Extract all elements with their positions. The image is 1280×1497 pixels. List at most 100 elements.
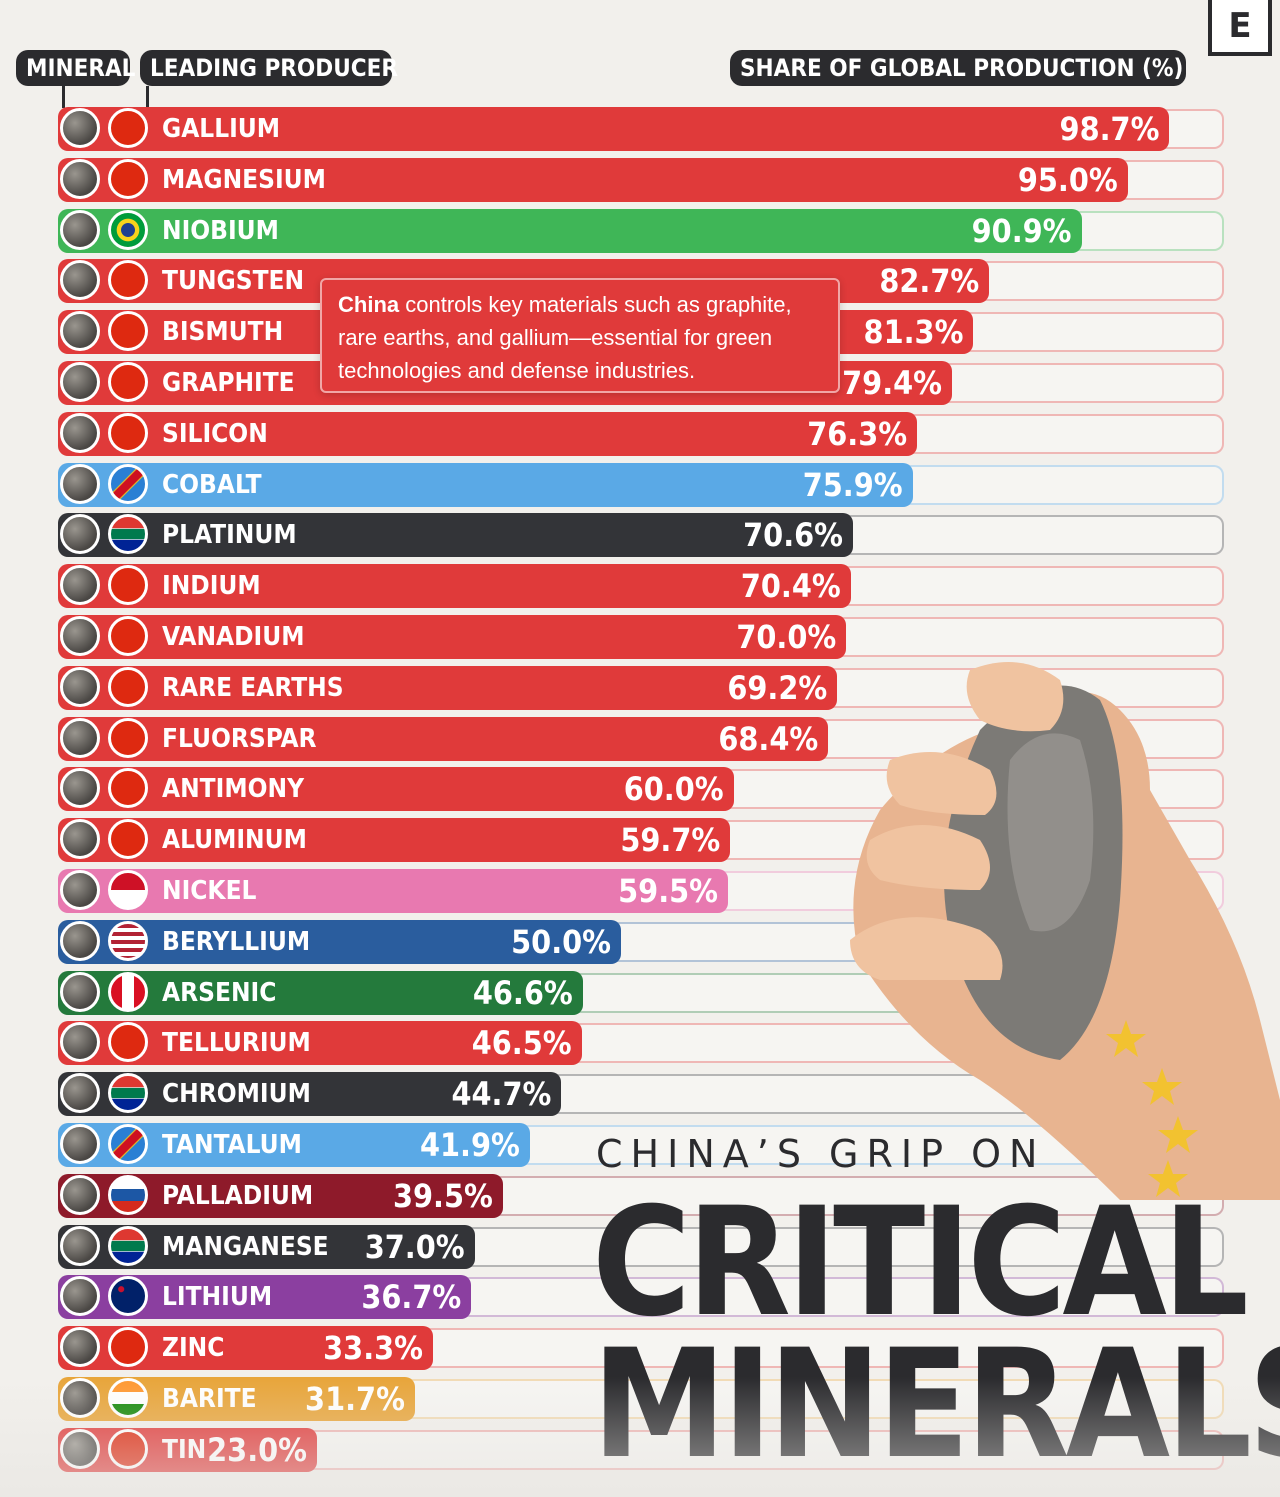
value-label: 95.0% (1017, 160, 1118, 199)
value-label: 90.9% (971, 211, 1072, 250)
bar (58, 462, 913, 507)
mineral-sample-icon (60, 1073, 100, 1114)
bar-row-silicon: SILICON 76.3% (0, 411, 1280, 457)
mineral-label: NICKEL (162, 876, 257, 906)
mineral-sample-icon (60, 1174, 100, 1215)
mineral-sample-icon (60, 870, 100, 910)
callout-text: controls key materials such as graphite,… (338, 292, 792, 383)
flag-china-icon (108, 362, 148, 402)
mineral-sample-icon (60, 1022, 100, 1063)
flag-usa-icon (108, 920, 148, 961)
mineral-sample-icon (60, 1124, 100, 1164)
flag-china-icon (108, 666, 148, 707)
mineral-sample-icon (60, 1276, 100, 1317)
bar-row-vanadium: VANADIUM 70.0% (0, 614, 1280, 660)
value-label: 81.3% (863, 313, 964, 352)
mineral-sample-icon (60, 158, 100, 199)
flag-china-icon (108, 616, 148, 656)
title-minerals: MINERALS (592, 1318, 1280, 1492)
flag-china-icon (108, 565, 148, 606)
flag-china-icon (108, 311, 148, 352)
bar-row-manganese: MANGANESE 37.0% (0, 1224, 1280, 1270)
flag-china-icon (108, 768, 148, 809)
value-label: 98.7% (1059, 110, 1160, 148)
mineral-header-connector (62, 86, 65, 108)
value-label: 33.3% (323, 1329, 423, 1368)
bar-row-niobium: NIOBIUM 90.9% (0, 208, 1280, 254)
flag-indonesia-icon (108, 870, 148, 910)
bar (58, 919, 621, 964)
bar (58, 818, 731, 863)
value-label: 41.9% (419, 1126, 520, 1164)
flag-russia-icon (108, 1174, 148, 1215)
title-critical: CRITICAL (592, 1176, 1249, 1350)
value-label: 46.6% (472, 973, 573, 1012)
mineral-sample-icon (60, 717, 100, 758)
bar-row-gallium: GALLIUM 98.7% (0, 106, 1280, 152)
flag-australia-icon (108, 1276, 148, 1317)
bar (58, 869, 728, 913)
bar (58, 513, 853, 558)
mineral-label: GRAPHITE (162, 368, 295, 398)
flag-india-icon (108, 1378, 148, 1418)
title-subtitle: CHINA’S GRIP ON (596, 1132, 1046, 1176)
value-label: 59.5% (618, 872, 718, 910)
flag-china-icon (108, 1022, 148, 1063)
value-label: 46.5% (471, 1024, 572, 1063)
mineral-label: BISMUTH (162, 317, 284, 348)
mineral-sample-icon (60, 311, 100, 352)
mineral-sample-icon (60, 1428, 100, 1469)
flag-south-africa-icon (108, 1225, 148, 1266)
value-label: 31.7% (305, 1380, 405, 1418)
mineral-sample-icon (60, 920, 100, 961)
value-label: 69.2% (727, 668, 828, 707)
flag-china-icon (108, 1428, 148, 1469)
value-label: 50.0% (511, 922, 611, 961)
mineral-column-header: MINERAL (16, 50, 135, 86)
value-label: 59.7% (620, 821, 721, 860)
mineral-label: VANADIUM (162, 622, 305, 652)
mineral-sample-icon (60, 1327, 100, 1368)
flag-china-icon (108, 108, 148, 148)
mineral-label: SILICON (162, 418, 268, 449)
mineral-label: BARITE (162, 1384, 257, 1414)
mineral-sample-icon (60, 463, 100, 504)
mineral-label: TIN (162, 1434, 207, 1465)
flag-drc-icon (108, 463, 148, 504)
value-label: 70.0% (736, 618, 837, 656)
mineral-label: MAGNESIUM (162, 164, 326, 195)
mineral-label: PALLADIUM (162, 1180, 314, 1211)
mineral-label: TELLURIUM (162, 1028, 311, 1059)
value-label: 79.4% (842, 364, 942, 402)
value-label: 75.9% (802, 465, 903, 504)
china-callout-box: China controls key materials such as gra… (320, 278, 840, 393)
decorative-stars (1106, 1020, 1198, 1197)
fist-holding-rock-illustration (850, 662, 1280, 1200)
mineral-label: ALUMINUM (162, 825, 307, 856)
mineral-label: COBALT (162, 469, 262, 500)
mineral-label: FLUORSPAR (162, 723, 317, 754)
mineral-sample-icon (60, 819, 100, 860)
mineral-sample-icon (60, 514, 100, 555)
leading-producer-column-header: LEADING PRODUCER (140, 50, 398, 86)
flag-china-icon (108, 717, 148, 758)
mineral-label: PLATINUM (162, 520, 297, 551)
bar-row-platinum: PLATINUM 70.6% (0, 512, 1280, 558)
mineral-label: BERYLLIUM (162, 926, 311, 957)
flag-china-icon (108, 158, 148, 199)
bar (58, 564, 851, 609)
mineral-sample-icon (60, 362, 100, 402)
value-label: 44.7% (451, 1075, 552, 1114)
mineral-label: TUNGSTEN (162, 266, 305, 297)
mineral-label: ARSENIC (162, 977, 277, 1008)
mineral-sample-icon (60, 1378, 100, 1418)
callout-emphasis: China (338, 292, 400, 317)
mineral-label: NIOBIUM (162, 215, 279, 246)
mineral-sample-icon (60, 1225, 100, 1266)
publisher-logo: E (1208, 0, 1272, 56)
flag-drc-icon (108, 1124, 148, 1164)
bar-row-indium: INDIUM 70.4% (0, 563, 1280, 609)
bar (58, 157, 1128, 202)
mineral-sample-icon (60, 260, 100, 301)
mineral-sample-icon (60, 209, 100, 250)
